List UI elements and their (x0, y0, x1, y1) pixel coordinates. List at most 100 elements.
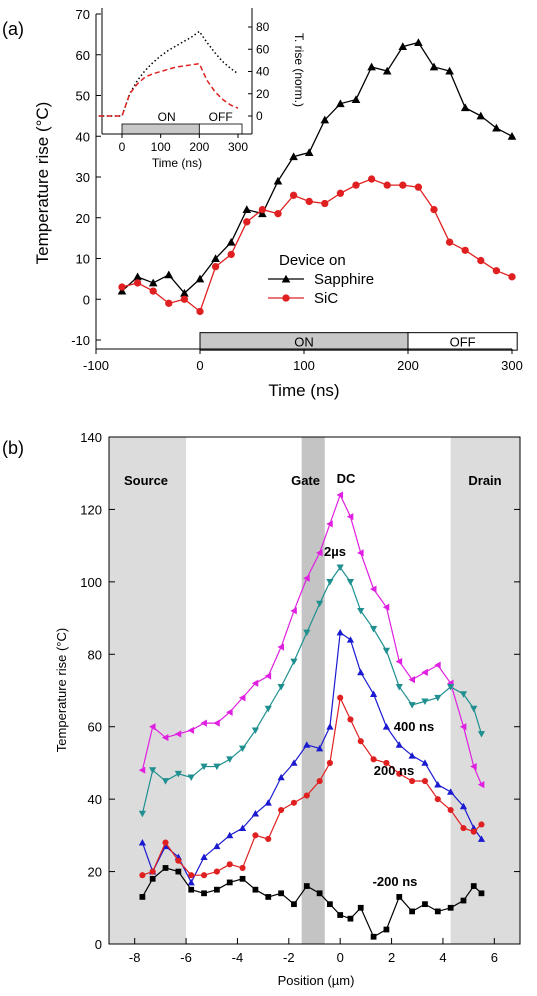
data-point (305, 197, 313, 206)
series-b (139, 865, 485, 940)
x-tick-label-a: 200 (397, 358, 419, 373)
data-point (251, 727, 260, 734)
data-point (264, 672, 272, 680)
data-point (396, 894, 403, 900)
data-point (369, 690, 378, 698)
legend-label: SiC (314, 290, 338, 307)
data-point (213, 842, 221, 850)
data-point (200, 719, 207, 727)
data-point (478, 821, 485, 828)
inset-y-tick-label: 40 (256, 65, 270, 79)
data-point (277, 773, 285, 781)
y-tick-label-b: 20 (88, 865, 102, 880)
data-point (382, 647, 391, 655)
inset-x-tick-label: 300 (228, 140, 248, 154)
data-point (258, 205, 267, 214)
data-point (242, 205, 252, 214)
data-point (277, 643, 284, 651)
data-point (357, 904, 364, 911)
data-point (303, 883, 310, 889)
inset-x-tick-label: 0 (119, 140, 126, 154)
data-point (430, 205, 438, 214)
inset-y-tick-label: 60 (256, 42, 270, 56)
data-point (239, 875, 246, 882)
data-point (289, 152, 298, 161)
data-point (459, 723, 467, 731)
data-point (508, 273, 516, 281)
x-tick-label-b: 6 (491, 950, 498, 965)
data-point (252, 832, 259, 839)
data-point (214, 886, 220, 893)
data-point (399, 181, 407, 189)
data-point (383, 181, 391, 189)
data-point (274, 210, 282, 218)
data-point (336, 491, 344, 499)
data-point (188, 872, 195, 879)
x-tick-label-a: -100 (83, 358, 109, 373)
data-point (196, 307, 204, 316)
data-point (118, 283, 126, 291)
data-point (149, 767, 157, 774)
data-point (138, 766, 146, 774)
data-point (478, 890, 485, 897)
data-point (337, 912, 344, 918)
series-b (138, 564, 486, 818)
legend-title: Device on (279, 252, 346, 269)
data-point (238, 824, 247, 831)
data-point (175, 857, 182, 864)
x-tick-label-b: 2 (388, 950, 395, 965)
data-point (303, 574, 310, 582)
data-point (320, 115, 330, 124)
x-tick-label-b: -4 (232, 950, 244, 965)
series-b (139, 694, 485, 879)
data-point (164, 270, 174, 279)
data-point (239, 864, 246, 872)
y-tick-label-a: 0 (83, 292, 90, 307)
series-a-sic (118, 175, 516, 316)
inset-on-label: ON (158, 110, 176, 124)
y-tick-label-b: 80 (88, 647, 102, 662)
data-point (477, 256, 485, 265)
y-tick-label-a: -10 (71, 333, 90, 348)
data-point (133, 279, 142, 287)
data-point (303, 792, 310, 799)
data-point (316, 600, 324, 608)
data-point (434, 661, 441, 669)
x-axis-label-a: Time (ns) (268, 381, 339, 400)
data-point (421, 698, 429, 705)
data-point (316, 549, 323, 557)
region-label-source: Source (124, 473, 168, 488)
data-point (238, 694, 246, 702)
data-point (211, 262, 220, 271)
data-point (357, 668, 365, 676)
data-point (188, 886, 195, 893)
data-point (149, 287, 157, 295)
data-point (382, 723, 391, 730)
data-point (421, 759, 429, 766)
data-point (264, 799, 272, 806)
x-tick-label-b: -2 (283, 950, 295, 965)
data-point (382, 603, 390, 611)
data-point (408, 752, 416, 759)
data-point (290, 658, 298, 666)
data-point (336, 628, 344, 636)
data-point (347, 716, 354, 723)
inset-pulse-off (198, 123, 243, 135)
y-tick-label-a: 20 (76, 211, 90, 226)
data-point (291, 901, 297, 908)
inset-series-line (98, 30, 239, 117)
data-point (161, 778, 170, 785)
data-point (226, 861, 233, 868)
data-point (290, 759, 298, 766)
panel-b-label: (b) (2, 438, 24, 458)
region-source (109, 437, 187, 944)
data-point (414, 183, 423, 191)
data-point (447, 788, 455, 795)
data-point (213, 868, 220, 875)
data-point (395, 683, 403, 691)
x-tick-label-a: 0 (196, 358, 203, 373)
inset-y-tick-label: 80 (256, 20, 270, 34)
data-point (370, 756, 377, 763)
data-point (336, 99, 345, 108)
